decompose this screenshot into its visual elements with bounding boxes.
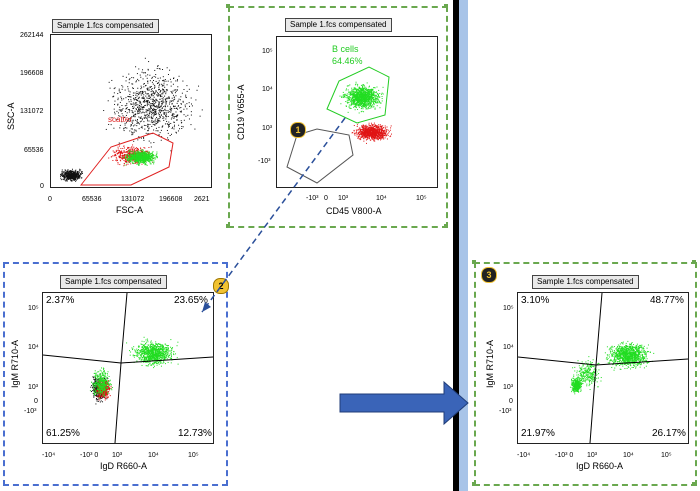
plot4-quadrant-ur: 48.77% (650, 295, 684, 306)
plot1-title: Sample 1.fcs compensated (52, 19, 159, 33)
plot2-xtick: -10³ (306, 195, 319, 202)
plot2-dots (286, 66, 392, 184)
plot4-handle[interactable] (692, 260, 696, 264)
plot3-xtick: 10³ (112, 452, 123, 459)
plot1-x-label: FSC-A (116, 205, 143, 215)
plot4-ytick: 10⁴ (503, 344, 514, 351)
plot3-quadrant-ur: 23.65% (174, 295, 208, 306)
plot2-y-label: CD19 V655-A (236, 84, 246, 140)
plot2-x-label: CD45 V800-A (326, 206, 382, 216)
plot2-xtick: 10⁵ (416, 195, 427, 202)
plot1-dots (59, 57, 203, 186)
plot3-selection-frame (3, 262, 228, 486)
panel-divider-black (453, 0, 459, 491)
plot4-xtick: 10⁵ (661, 452, 672, 459)
plot1-ytick: 0 (40, 183, 44, 190)
plot4-handle[interactable] (472, 260, 476, 264)
plot2-ytick: 10⁴ (262, 86, 273, 93)
plot4-quadrant-ll: 21.97% (521, 428, 555, 439)
plot1-xtick: 65536 (82, 196, 102, 203)
panel-divider-blue (459, 0, 468, 491)
plot1-xtick: 131072 (121, 196, 145, 203)
plot2-ytick: -10³ (258, 158, 271, 165)
plot3-xtick: 10⁵ (188, 452, 199, 459)
plot1-gate-label: scatter (108, 115, 133, 124)
plot2-handle[interactable] (226, 224, 230, 228)
plot1-ytick: 65536 (24, 147, 44, 154)
plot1-ytick: 131072 (20, 108, 44, 115)
plot3-ytick: -10³ (24, 408, 37, 415)
plot2-handle[interactable] (226, 4, 230, 8)
plot2-gate-label: B cells (332, 44, 359, 54)
plot4-xtick: -10⁴ (517, 452, 531, 459)
plot2-ytick: 10⁵ (262, 48, 273, 55)
plot4-ytick: -10³ (499, 408, 512, 415)
plot4-handle[interactable] (692, 482, 696, 486)
plot4-xtick: -10³ 0 (555, 452, 574, 459)
plot2-handle[interactable] (444, 4, 448, 8)
plot2-xtick: 10⁴ (376, 195, 387, 202)
plot3-x-label: IgD R660-A (100, 461, 148, 471)
plot2-title: Sample 1.fcs compensated (285, 18, 392, 32)
plot4-quadrant-lr: 26.17% (652, 428, 686, 439)
plot3-ytick: 10⁵ (28, 305, 39, 312)
plot1-xtick: 0 (48, 196, 52, 203)
plot4-ytick: 10³ (503, 384, 514, 391)
plot3-ytick: 10⁴ (28, 344, 39, 351)
plot2-gate-pct: 64.46% (332, 56, 363, 66)
plot4-dots (518, 293, 688, 443)
plot3-ytick: 10³ (28, 384, 39, 391)
plot4-area[interactable] (517, 292, 689, 444)
plot4-xtick: 10³ (587, 452, 598, 459)
plot1-xtick: 196608 (159, 196, 183, 203)
plot4-ytick: 10⁵ (503, 305, 514, 312)
plot4-title: Sample 1.fcs compensated (532, 275, 639, 289)
plot4-xtick: 10⁴ (623, 452, 634, 459)
plot3-quadrant-lr: 12.73% (178, 428, 212, 439)
plot1-ytick: 196608 (20, 70, 44, 77)
plot2-handle[interactable] (444, 224, 448, 228)
plot2-xtick: 10³ (338, 195, 349, 202)
plot4-selection-frame (474, 262, 697, 486)
result-arrow (339, 380, 469, 426)
plot1-y-label: SSC-A (6, 102, 16, 130)
plot3-dots (43, 293, 213, 443)
plot3-xtick: 10⁴ (148, 452, 159, 459)
plot3-quadrant-ll: 61.25% (46, 428, 80, 439)
plot2-xtick: 0 (324, 195, 328, 202)
plot1-ytick: 262144 (20, 32, 44, 39)
plot1-area[interactable] (50, 34, 212, 188)
plot4-x-label: IgD R660-A (576, 461, 624, 471)
plot3-quadrant-ul: 2.37% (46, 295, 75, 306)
plot4-y-label: IgM R710-A (485, 339, 495, 388)
plot4-quadrant-ul: 3.10% (521, 295, 550, 306)
plot2-step-badge: 1 (290, 122, 306, 138)
plot3-xtick: -10⁴ (42, 452, 56, 459)
plot3-y-label: IgM R710-A (10, 339, 20, 388)
plot4-step-badge: 3 (481, 267, 497, 283)
plot3-area[interactable] (42, 292, 214, 444)
plot4-ytick: 0 (509, 398, 513, 405)
plot2-ytick: 10³ (262, 125, 273, 132)
plot3-xtick: -10³ 0 (80, 452, 99, 459)
plot3-step-badge: 2 (213, 278, 229, 294)
plot4-handle[interactable] (472, 482, 476, 486)
plot1-xtick: 2621 (194, 196, 210, 203)
plot3-ytick: 0 (34, 398, 38, 405)
plot3-title: Sample 1.fcs compensated (60, 275, 167, 289)
